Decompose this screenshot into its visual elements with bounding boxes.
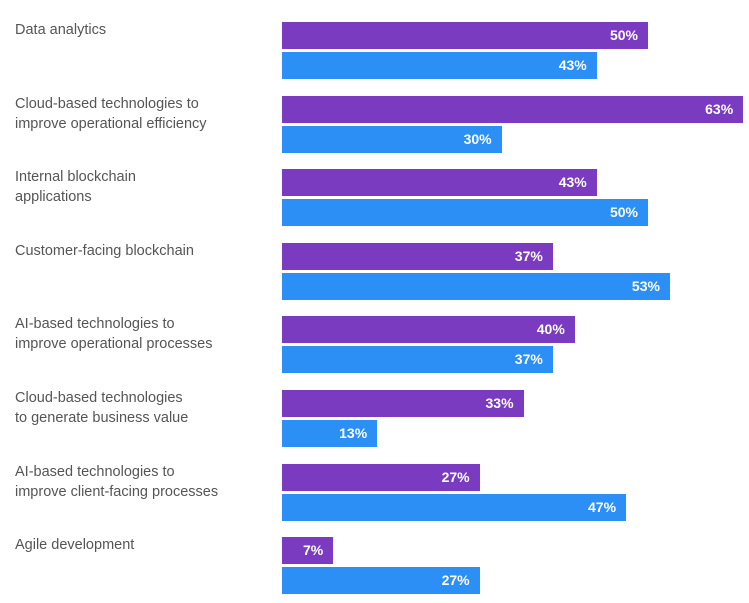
category-label: AI-based technologies to improve client-f… — [15, 463, 219, 500]
category-label: Agile development — [15, 537, 135, 554]
bar-series1: 40% — [282, 316, 575, 344]
data-label: 13% — [339, 425, 368, 441]
bar-series1: 43% — [282, 169, 597, 197]
bar-series2: 30% — [282, 125, 502, 153]
data-label: 7% — [303, 542, 324, 559]
bar-series1: 7% — [282, 537, 334, 565]
bar-series2: 27% — [282, 567, 480, 595]
bar-series2: 43% — [282, 52, 597, 79]
data-label: 30% — [463, 130, 492, 147]
data-label: 53% — [631, 277, 660, 294]
bar-series1: 33% — [282, 390, 524, 417]
data-label: 63% — [705, 100, 734, 117]
data-label: 27% — [441, 468, 470, 485]
category-label: AI-based technologies to improve operatio… — [15, 316, 213, 353]
bar-series2: 47% — [282, 493, 627, 521]
bar-series1: 37% — [282, 242, 553, 270]
bar-series2: 13% — [282, 420, 378, 447]
data-label: 50% — [609, 204, 638, 221]
data-label: 43% — [558, 57, 587, 73]
bar-series2: 53% — [282, 272, 670, 300]
data-label: 37% — [514, 247, 543, 264]
bar-series1: 63% — [282, 95, 744, 123]
data-label: 47% — [588, 498, 617, 515]
bar-series2: 50% — [282, 199, 648, 227]
data-label: 40% — [536, 321, 565, 338]
data-label: 43% — [558, 174, 587, 191]
bar-series1: 27% — [282, 463, 480, 491]
bar-series1: 50% — [282, 22, 648, 49]
category-label: Cloud-based technologies to generate busi… — [15, 390, 189, 426]
data-label: 37% — [514, 351, 543, 368]
data-label: 50% — [609, 27, 638, 43]
category-label: Data analytics — [15, 22, 107, 38]
bar-series2: 37% — [282, 346, 553, 374]
category-label: Customer-facing blockchain — [15, 242, 194, 259]
data-label: 33% — [485, 395, 514, 411]
category-label: Internal blockchain applications — [15, 169, 136, 206]
data-label: 27% — [441, 572, 470, 589]
category-label: Cloud-based technologies to improve opera… — [15, 95, 207, 132]
